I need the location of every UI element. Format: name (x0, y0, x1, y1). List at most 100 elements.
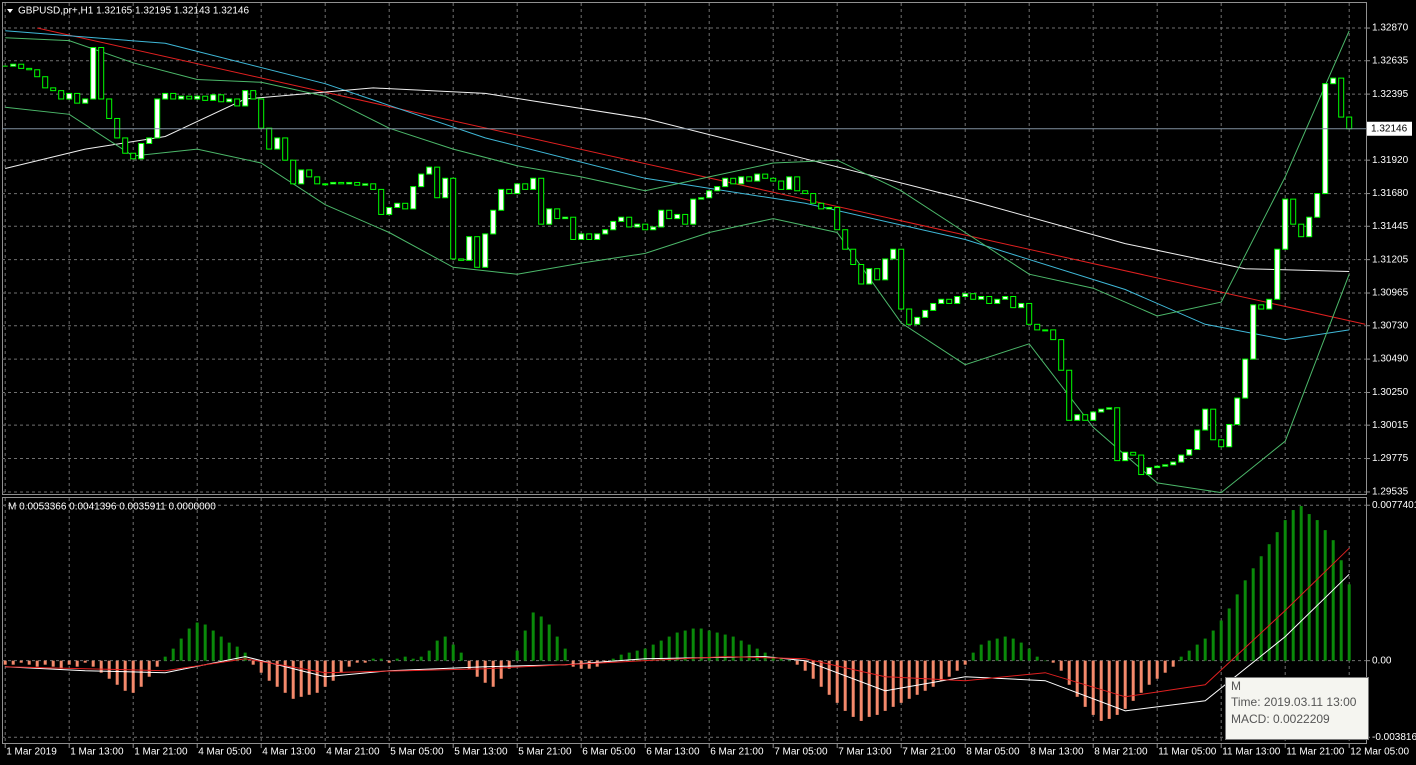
collapse-icon[interactable] (7, 9, 13, 13)
histogram-bar (1091, 660, 1095, 715)
y-tick-label: 1.31920 (1372, 155, 1409, 166)
candle-body (666, 209, 673, 220)
candle-body (570, 216, 577, 240)
candle-body (178, 95, 185, 100)
histogram-bar (1043, 660, 1047, 662)
histogram-bar (675, 632, 679, 661)
y-tick-label: 1.29535 (1372, 487, 1409, 498)
candle-body (1034, 323, 1041, 331)
histogram-bar (907, 660, 911, 699)
histogram-bar (851, 660, 855, 717)
histogram-bar (403, 656, 407, 661)
candle-body (114, 117, 121, 139)
candle-body (234, 98, 241, 107)
histogram-bar (451, 644, 455, 661)
current-price-box (1367, 121, 1412, 136)
candle-body (778, 180, 785, 190)
histogram-bar (1003, 636, 1007, 661)
histogram-bar (1339, 560, 1343, 661)
histogram-bar (419, 656, 423, 661)
candle-body (410, 186, 417, 210)
histogram-bar (1107, 660, 1111, 719)
histogram-bar (1067, 660, 1071, 685)
histogram-bar (547, 624, 551, 661)
histogram-bar (539, 616, 543, 661)
candle-body (170, 92, 177, 100)
candle-body (426, 166, 433, 175)
candle-body (970, 293, 977, 300)
histogram-bar (859, 660, 863, 721)
candle-body (842, 229, 849, 250)
candle-body (1330, 77, 1337, 85)
candle-body (370, 183, 377, 190)
candle-body (1122, 451, 1129, 462)
candle-body (578, 233, 585, 240)
candle-body (986, 296, 993, 304)
histogram-bar (1139, 660, 1143, 693)
histogram-bar (235, 646, 239, 661)
histogram-bar (1195, 644, 1199, 661)
candle-body (874, 268, 881, 281)
candle-body (674, 213, 681, 220)
candle-body (698, 197, 705, 200)
candle-body (1186, 449, 1193, 456)
histogram-bar (579, 660, 583, 669)
histogram-bar (1219, 620, 1223, 661)
candle-body (530, 177, 537, 190)
histogram-bar (3, 660, 7, 665)
histogram-bar (507, 660, 511, 669)
histogram-bar (83, 660, 87, 663)
candle-body (962, 293, 969, 298)
histogram-bar (1179, 656, 1183, 661)
x-tick-label: 5 Mar 21:00 (518, 747, 572, 758)
histogram-bar (147, 660, 151, 677)
candle-body (26, 67, 33, 71)
histogram-bar (91, 660, 95, 667)
histogram-bar (963, 660, 967, 665)
histogram-bar (803, 660, 807, 671)
histogram-bar (75, 660, 79, 667)
indicator-line (37, 27, 1366, 325)
indicator-title: M 0.0053366 0.0041396 0.0035911 0.000000… (8, 502, 216, 513)
candle-body (290, 159, 297, 185)
histogram-bar (1331, 540, 1335, 661)
histogram-bar (123, 660, 127, 691)
histogram-bar (947, 660, 951, 677)
histogram-bar (211, 630, 215, 661)
histogram-bar (435, 640, 439, 661)
candle-body (466, 236, 473, 261)
current-price-label: 1.32146 (1371, 123, 1408, 134)
candle-body (1298, 223, 1305, 238)
histogram-bar (187, 628, 191, 661)
candle-body (474, 236, 481, 268)
histogram-bar (555, 636, 559, 661)
candle-body (706, 190, 713, 199)
candle-body (274, 137, 281, 150)
histogram-bar (27, 660, 31, 665)
candle-body (162, 92, 169, 100)
histogram-bar (651, 644, 655, 661)
histogram-bar (195, 622, 199, 661)
histogram-bar (987, 640, 991, 661)
candle-body (794, 176, 801, 192)
candle-body (1098, 408, 1105, 413)
candle-body (626, 216, 633, 228)
histogram-bar (299, 660, 303, 697)
candle-body (882, 258, 889, 281)
histogram-bar (1235, 594, 1239, 661)
candle-body (1146, 467, 1153, 476)
x-tick-label: 1 Mar 13:00 (70, 747, 124, 758)
x-tick-label: 5 Mar 13:00 (454, 747, 508, 758)
tooltip: M Time: 2019.03.11 13:00 MACD: 0.0022209 (1225, 677, 1369, 740)
histogram-bar (923, 660, 927, 691)
x-tick-label: 1 Mar 21:00 (134, 747, 188, 758)
histogram-bar (1131, 660, 1135, 701)
candle-body (1162, 464, 1169, 467)
indicator-line (5, 30, 1350, 317)
candle-body (586, 233, 593, 240)
candle-body (10, 63, 17, 67)
histogram-bar (1299, 506, 1303, 661)
candle-body (786, 176, 793, 190)
histogram-bar (867, 660, 871, 717)
candle-body (562, 216, 569, 220)
